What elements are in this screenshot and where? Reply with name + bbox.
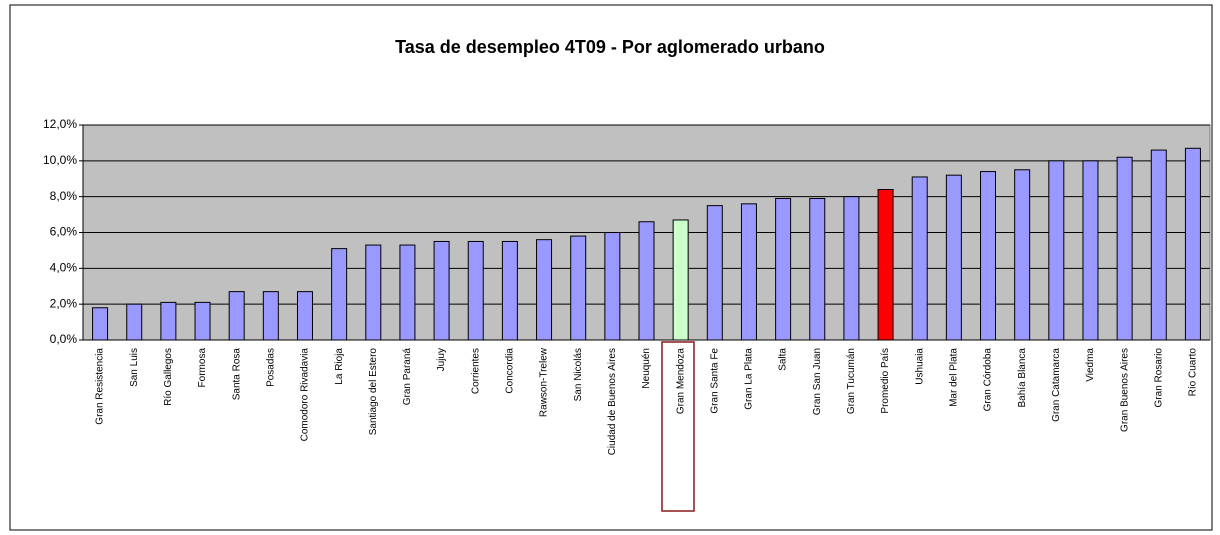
x-tick-label: Gran Buenos Aires xyxy=(1119,348,1130,432)
bar xyxy=(126,303,143,341)
bar xyxy=(638,221,655,341)
chart-title: Tasa de desempleo 4T09 - Por aglomerado … xyxy=(395,37,825,57)
bar xyxy=(945,174,962,341)
bar xyxy=(501,240,518,341)
bar xyxy=(911,176,928,341)
x-tick-label: Gran Catamarca xyxy=(1051,348,1062,422)
bar xyxy=(399,244,416,341)
x-tick-label: Promedio País xyxy=(880,348,891,414)
bar xyxy=(877,189,894,341)
bar xyxy=(331,248,348,341)
bar xyxy=(262,291,279,341)
x-tick-label: Gran Paraná xyxy=(402,348,413,406)
x-tick-label: Gran Mendoza xyxy=(675,348,686,415)
x-tick-label: La Rioja xyxy=(334,348,345,385)
x-tick-label: Neuquén xyxy=(641,348,652,389)
x-tick-label: Río Cuarto xyxy=(1188,348,1199,397)
x-tick-label: Gran Córdoba xyxy=(983,348,994,412)
x-tick-label: Formosa xyxy=(197,348,208,388)
bar xyxy=(536,239,553,341)
bar xyxy=(1082,160,1099,341)
x-tick-label: Jujuy xyxy=(436,348,447,371)
y-tick-label: 12,0% xyxy=(43,117,77,131)
bar xyxy=(604,232,621,341)
y-tick-label: 6,0% xyxy=(50,225,78,239)
bar xyxy=(570,235,587,341)
x-tick-label: Bahía Blanca xyxy=(1017,348,1028,408)
x-tick-label: Rawson-Trelew xyxy=(539,347,550,417)
x-tick-label: Mar del Plata xyxy=(949,348,960,407)
x-tick-label: Río Gallegos xyxy=(163,348,174,406)
bar xyxy=(843,196,860,341)
y-tick-label: 10,0% xyxy=(43,153,77,167)
bar xyxy=(1048,160,1065,341)
bar xyxy=(1014,169,1031,341)
x-tick-label: Comodoro Rivadavia xyxy=(300,348,311,442)
highlight-box xyxy=(661,341,695,512)
x-tick-label: Corrientes xyxy=(470,348,481,394)
x-tick-label: Viedma xyxy=(1085,348,1096,382)
x-tick-label: Gran San Juan xyxy=(812,348,823,415)
y-tick-label: 8,0% xyxy=(50,189,78,203)
bar xyxy=(1150,149,1167,341)
bar xyxy=(706,205,723,341)
bar xyxy=(467,240,484,341)
x-tick-label: Salta xyxy=(778,348,789,371)
x-tick-label: Gran Rosario xyxy=(1153,348,1164,408)
bar xyxy=(775,197,792,341)
y-tick-label: 2,0% xyxy=(50,296,78,310)
bar xyxy=(1116,156,1133,341)
bar xyxy=(433,240,450,341)
y-tick-label: 4,0% xyxy=(50,261,78,275)
x-tick-label: Concordia xyxy=(505,348,516,394)
bar xyxy=(228,291,245,341)
bar xyxy=(92,307,109,341)
bar xyxy=(160,301,177,341)
x-tick-label: Santiago del Estero xyxy=(368,348,379,436)
bar xyxy=(1184,147,1201,341)
x-tick-label: Ciudad de Buenos Aires xyxy=(607,348,618,455)
x-tick-label: Gran Resistencia xyxy=(95,348,106,425)
x-tick-label: San Nicolás xyxy=(573,348,584,401)
bar xyxy=(740,203,757,341)
x-tick-label: San Luis xyxy=(129,348,140,387)
x-tick-label: Ushuaia xyxy=(914,348,925,385)
y-tick-label: 0,0% xyxy=(50,332,78,346)
x-tick-label: Gran Santa Fe xyxy=(709,348,720,414)
x-tick-label: Gran La Plata xyxy=(744,348,755,410)
bar xyxy=(980,171,997,341)
x-tick-label: Gran Tucumán xyxy=(846,348,857,414)
bar xyxy=(296,291,313,341)
bar xyxy=(365,244,382,341)
x-tick-label: Posadas xyxy=(265,348,276,387)
x-tick-label: Santa Rosa xyxy=(231,348,242,401)
bar xyxy=(672,219,689,341)
bar xyxy=(194,301,211,341)
bar xyxy=(809,197,826,341)
